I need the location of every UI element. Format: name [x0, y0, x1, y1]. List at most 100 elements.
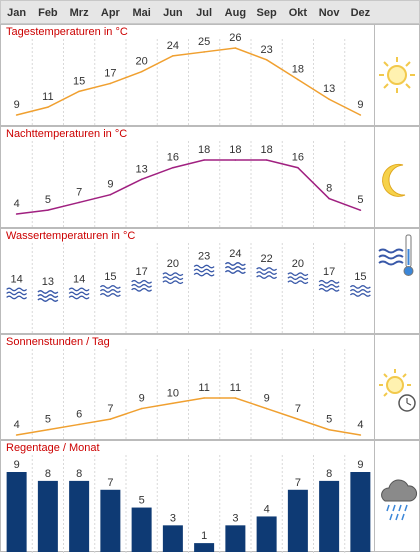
day-temperature-panel: Tagestemperaturen in °C 9 11 15 17 20 24 25 26 2… — [0, 24, 375, 127]
data-label: 9 — [107, 179, 113, 191]
data-point — [234, 47, 237, 49]
data-point — [109, 418, 112, 420]
rain-days-panel: Regentage / Monat 9 8 8 7 5 3 1 3 4 7 8 9 — [0, 440, 375, 553]
data-label: 10 — [167, 387, 179, 399]
month-label: Jun — [163, 7, 183, 19]
bar — [6, 472, 27, 552]
bar — [37, 480, 58, 552]
panel-title: Nachttemperaturen in °C — [6, 128, 128, 140]
data-point — [297, 78, 299, 81]
data-point — [47, 209, 49, 211]
data-point — [265, 407, 268, 410]
data-point — [234, 159, 237, 161]
data-point — [359, 114, 362, 116]
data-label: 5 — [139, 495, 145, 507]
data-label: 11 — [230, 382, 241, 394]
water-icon-cell — [375, 228, 420, 334]
data-label: 18 — [292, 64, 304, 76]
month-label: Jul — [196, 7, 213, 19]
data-point — [328, 98, 330, 101]
data-label: 15 — [73, 75, 85, 87]
chart-canvas: 9 11 15 17 20 24 25 26 23 18 13 9 — [14, 32, 363, 127]
data-label: 9 — [14, 99, 20, 111]
data-point — [203, 159, 205, 161]
data-label: 20 — [136, 56, 148, 68]
chart-canvas: 4 5 7 9 13 16 18 18 18 16 8 5 — [14, 141, 363, 229]
data-label: 9 — [357, 99, 363, 111]
data-point — [328, 428, 330, 431]
data-label: 18 — [198, 144, 210, 156]
data-point — [47, 428, 49, 431]
data-label: 4 — [14, 198, 20, 210]
data-label: 18 — [229, 144, 241, 156]
data-point — [328, 197, 330, 200]
data-label: 13 — [136, 163, 148, 175]
series-line — [16, 159, 361, 215]
data-label: 16 — [167, 152, 179, 164]
wave-icon — [68, 287, 90, 300]
data-point — [203, 51, 205, 53]
data-label: 4 — [14, 419, 20, 431]
data-label: 4 — [357, 419, 363, 431]
data-point — [15, 434, 18, 436]
wave-icon — [37, 290, 59, 302]
wave-icon — [193, 264, 215, 277]
water-thermometer-icon — [378, 234, 414, 276]
data-label: 5 — [45, 194, 51, 206]
data-label: 7 — [76, 186, 82, 198]
data-label: 23 — [261, 44, 273, 56]
data-label: 20 — [292, 258, 304, 270]
data-label: 17 — [104, 67, 116, 79]
data-label: 8 — [45, 468, 51, 480]
panel-title: Tagestemperaturen in °C — [6, 26, 128, 38]
data-label: 7 — [295, 477, 301, 489]
month-label: Dez — [350, 7, 371, 19]
data-label: 20 — [167, 258, 179, 270]
data-label: 5 — [45, 414, 51, 426]
bar — [131, 507, 152, 552]
chart-canvas: 14 13 14 15 17 20 23 24 22 20 17 15 — [6, 243, 371, 335]
night-temperature-panel: Nachttemperaturen in °C 4 5 7 9 13 16 18 18 18 16… — [0, 126, 375, 229]
data-point — [78, 201, 80, 204]
data-point — [359, 209, 362, 211]
night-icon-cell — [375, 126, 420, 228]
data-label: 11 — [42, 91, 53, 103]
data-point — [140, 70, 143, 73]
data-label: 14 — [73, 273, 85, 285]
chart-canvas: 4 5 6 7 9 10 11 11 9 7 5 4 — [14, 349, 363, 441]
month-label: Mrz — [69, 7, 89, 19]
month-label: Nov — [318, 7, 340, 19]
data-point — [78, 423, 80, 426]
bar — [100, 489, 121, 552]
data-label: 15 — [354, 271, 366, 283]
sun-clock-icon — [379, 369, 416, 412]
data-label: 8 — [326, 183, 332, 195]
data-label: 3 — [232, 512, 238, 524]
wave-icon — [287, 272, 309, 285]
month-header: Jan Feb Mrz Apr Mai Jun Jul Aug Sep Okt Nov Dez — [0, 0, 420, 24]
data-label: 22 — [261, 253, 273, 265]
water-temperature-panel: Wassertemperaturen in °C 14 13 14 15 17 20 23 2… — [0, 228, 375, 335]
data-label: 7 — [107, 403, 113, 415]
data-label: 13 — [42, 276, 54, 288]
data-label: 9 — [264, 393, 270, 405]
data-label: 15 — [104, 271, 116, 283]
wave-icon — [256, 267, 278, 279]
data-label: 1 — [201, 530, 207, 542]
wave-icon — [162, 272, 184, 285]
data-point — [359, 434, 362, 436]
sunshine-hours-panel: Sonnenstunden / Tag 4 5 6 7 9 10 11 11 9 7 5 4 — [0, 334, 375, 441]
bar — [225, 525, 246, 552]
data-point — [140, 407, 143, 410]
wave-icon — [318, 279, 340, 292]
month-label: Mai — [132, 7, 151, 19]
data-label: 13 — [323, 83, 335, 95]
data-label: 26 — [229, 32, 241, 44]
data-point — [297, 418, 299, 420]
sun-icon — [379, 57, 415, 93]
bar — [69, 480, 90, 552]
bar — [319, 480, 340, 552]
month-label: Feb — [38, 7, 58, 19]
month-label: Aug — [224, 7, 247, 19]
data-point — [297, 166, 299, 169]
